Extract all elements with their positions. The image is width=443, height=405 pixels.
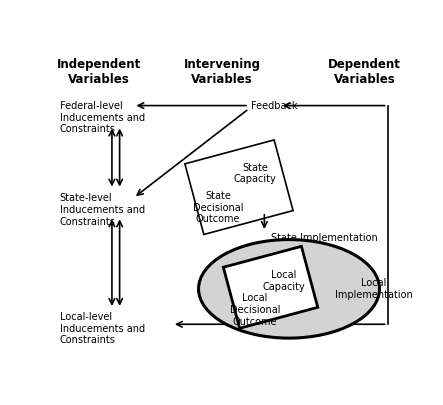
- Text: Local
Capacity: Local Capacity: [262, 271, 305, 292]
- Polygon shape: [223, 246, 318, 328]
- Text: Federal-level
Inducements and
Constraints: Federal-level Inducements and Constraint…: [59, 101, 145, 134]
- Ellipse shape: [198, 240, 380, 338]
- Text: State Implementation: State Implementation: [271, 233, 377, 243]
- Text: Local
Decisional
Outcome: Local Decisional Outcome: [230, 294, 280, 327]
- Text: State
Capacity: State Capacity: [234, 162, 276, 184]
- Text: Local-level
Inducements and
Constraints: Local-level Inducements and Constraints: [59, 312, 145, 345]
- Text: Independent
Variables: Independent Variables: [57, 58, 141, 86]
- Polygon shape: [185, 140, 293, 234]
- Text: State
Decisional
Outcome: State Decisional Outcome: [193, 191, 244, 224]
- Text: Intervening
Variables: Intervening Variables: [183, 58, 260, 86]
- Text: Feedback: Feedback: [251, 101, 297, 111]
- Text: Dependent
Variables: Dependent Variables: [328, 58, 401, 86]
- Text: Local
Implementation: Local Implementation: [335, 278, 413, 300]
- Text: State-level
Inducements and
Constraints: State-level Inducements and Constraints: [59, 193, 145, 226]
